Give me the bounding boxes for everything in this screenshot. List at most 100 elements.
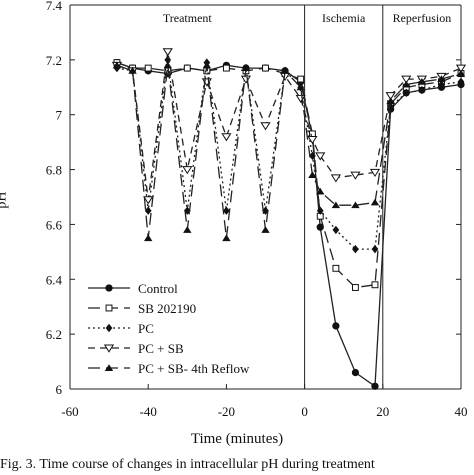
region-label: Ischemia [322, 11, 366, 25]
phase-region-labels: Treatment Ischemia Reperfusion [163, 11, 451, 25]
series-1 [113, 59, 465, 291]
data-series [111, 48, 467, 390]
data-point [350, 171, 361, 180]
data-point [316, 223, 324, 231]
data-point [221, 133, 232, 142]
series-line [116, 51, 462, 200]
data-point [144, 64, 152, 72]
data-point [162, 48, 173, 57]
x-tick-label: 0 [301, 404, 308, 419]
data-point [182, 166, 193, 175]
data-point [402, 88, 410, 97]
y-tick-label: 6.6 [46, 217, 63, 232]
y-tick-label: 6 [56, 382, 63, 397]
x-tick-label: -20 [218, 404, 235, 419]
legend-label: Control [138, 281, 178, 296]
data-point [261, 226, 270, 233]
data-point [183, 206, 191, 215]
data-point [352, 244, 359, 254]
legend-marker [105, 304, 113, 312]
legend-marker [105, 323, 113, 333]
figure-caption: Fig. 3. Time course of changes in intrac… [0, 457, 375, 472]
data-point [330, 174, 341, 183]
data-point [241, 64, 251, 72]
x-tick-label: -40 [140, 404, 157, 419]
data-point [437, 75, 446, 82]
legend: Control SB 202190 PC PC + SB PC + SB- 4th Re… [88, 281, 250, 376]
data-point [332, 264, 340, 272]
data-point [369, 168, 381, 178]
series-2 [113, 55, 465, 254]
data-point [332, 225, 340, 235]
data-point [351, 201, 360, 209]
data-point [202, 61, 212, 69]
x-axis-label: Time (minutes) [190, 431, 284, 447]
data-point [297, 75, 305, 83]
y-axis-label: pH [0, 180, 26, 220]
series-line [116, 64, 462, 239]
data-point [438, 80, 445, 89]
data-point [260, 122, 271, 131]
y-tick-label: 6.8 [46, 163, 62, 178]
data-point [371, 281, 379, 289]
data-point [144, 206, 152, 215]
data-point [309, 151, 316, 161]
chart-axes: 6 6.2 6.4 6.6 6.8 7 7.2 7.4 -60 -40 -20 0 20 40 [46, 0, 468, 419]
region-label: Reperfusion [393, 11, 452, 25]
series-3 [111, 48, 467, 205]
legend-label: SB 202190 [138, 301, 196, 316]
data-point [351, 368, 360, 377]
data-point [223, 206, 230, 215]
data-point [316, 187, 325, 195]
data-point [128, 67, 137, 74]
data-point [112, 61, 122, 69]
data-point [315, 152, 326, 161]
data-point [222, 64, 230, 72]
data-point [385, 92, 396, 101]
data-point [240, 75, 252, 84]
data-point [455, 64, 467, 73]
y-tick-label: 7 [56, 108, 63, 123]
data-point [316, 206, 324, 215]
data-point [370, 198, 380, 206]
region-label: Treatment [163, 11, 213, 25]
data-point [457, 77, 465, 86]
data-point [371, 382, 379, 390]
data-point [163, 61, 172, 69]
series-line [116, 61, 462, 388]
data-point [144, 234, 153, 242]
data-point [143, 196, 154, 205]
data-point [402, 80, 411, 88]
legend-label: PC [138, 321, 154, 336]
y-tick-label: 7.2 [46, 53, 62, 68]
data-point [401, 75, 412, 84]
x-tick-label: 40 [455, 404, 468, 419]
data-point [183, 226, 192, 233]
data-point [417, 78, 427, 85]
legend-marker [105, 284, 113, 292]
data-point [296, 83, 305, 91]
data-point [262, 64, 269, 72]
data-point [332, 322, 340, 330]
data-point [456, 69, 466, 77]
legend-label: PC + SB [138, 341, 184, 356]
series-0 [113, 58, 465, 390]
data-point [183, 64, 191, 72]
series-line [116, 61, 462, 289]
data-point [308, 171, 317, 178]
data-point [222, 234, 231, 242]
legend-label: PC + SB- 4th Reflow [138, 361, 250, 376]
series-4 [112, 61, 466, 242]
data-point [331, 201, 341, 209]
y-tick-label: 7.4 [46, 0, 63, 13]
x-tick-label: -60 [61, 404, 78, 419]
data-point [307, 135, 318, 145]
y-axis-label-text: pH [0, 191, 10, 209]
data-point [386, 97, 395, 104]
data-point [280, 67, 290, 74]
legend-marker [103, 344, 115, 353]
data-point [418, 85, 426, 95]
data-point [351, 284, 359, 291]
data-point [371, 244, 379, 254]
